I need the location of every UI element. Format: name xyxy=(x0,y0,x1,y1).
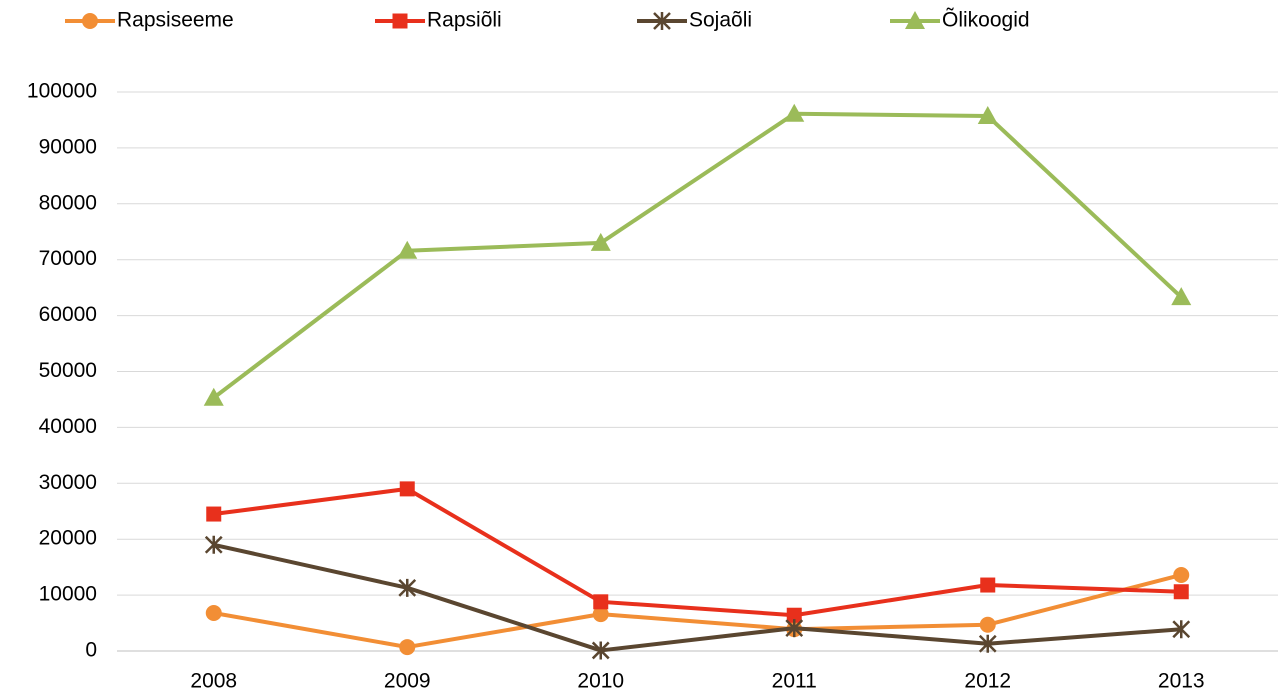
data-point xyxy=(977,106,998,125)
legend-label: Õlikoogid xyxy=(942,8,1030,32)
y-tick-label: 80000 xyxy=(39,191,97,214)
legend-label: Rapsiõli xyxy=(427,9,502,32)
series-line xyxy=(213,542,1182,653)
x-tick-label: 2013 xyxy=(1158,670,1205,693)
series-line xyxy=(213,486,1182,618)
x-tick-label: 2012 xyxy=(964,670,1011,693)
data-point xyxy=(398,578,417,597)
data-point xyxy=(979,616,996,633)
data-point xyxy=(591,641,610,660)
data-point xyxy=(590,232,611,251)
legend-marker xyxy=(82,13,98,29)
y-tick-label: 30000 xyxy=(39,471,97,494)
legend-marker xyxy=(653,12,671,30)
data-point xyxy=(203,387,224,406)
legend-label: Rapsiseeme xyxy=(117,9,234,32)
x-tick-label: 2008 xyxy=(190,670,237,693)
y-tick-label: 0 xyxy=(85,639,97,662)
data-point xyxy=(397,240,418,259)
x-tick-label: 2009 xyxy=(384,670,431,693)
y-tick-label: 60000 xyxy=(39,303,97,326)
series-line xyxy=(212,111,1183,400)
data-point xyxy=(1171,287,1192,306)
data-point xyxy=(204,535,223,554)
y-tick-label: 90000 xyxy=(39,135,97,158)
data-point xyxy=(399,639,416,656)
data-point xyxy=(784,103,805,122)
legend-marker xyxy=(905,11,925,29)
data-point xyxy=(980,577,996,593)
x-tick-label: 2010 xyxy=(577,670,624,693)
y-tick-label: 10000 xyxy=(39,583,97,606)
data-point xyxy=(399,481,415,497)
data-point xyxy=(206,506,222,522)
series-line xyxy=(213,573,1182,650)
data-point xyxy=(978,634,997,653)
data-point xyxy=(1173,584,1189,600)
legend-label: Sojaõli xyxy=(689,9,752,32)
data-point xyxy=(1172,620,1191,639)
y-tick-label: 50000 xyxy=(39,359,97,382)
y-tick-label: 100000 xyxy=(27,80,97,103)
legend-marker xyxy=(392,13,408,29)
data-point xyxy=(592,606,609,623)
data-point xyxy=(205,604,222,621)
x-tick-label: 2011 xyxy=(772,670,817,693)
data-point xyxy=(593,594,609,610)
y-tick-label: 40000 xyxy=(39,415,97,438)
data-point xyxy=(786,607,802,623)
data-point xyxy=(785,619,804,638)
data-point xyxy=(1173,566,1190,583)
y-tick-label: 70000 xyxy=(39,247,97,270)
y-tick-label: 20000 xyxy=(39,527,97,550)
